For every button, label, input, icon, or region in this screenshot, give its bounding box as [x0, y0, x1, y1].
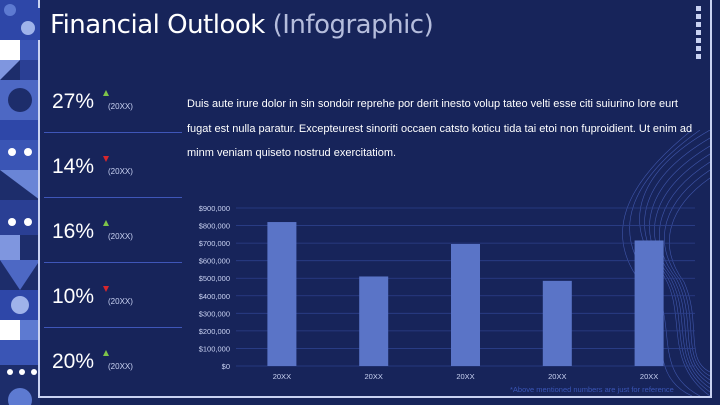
stat-divider: [44, 132, 182, 133]
x-tick-label: 20XX: [456, 372, 474, 381]
trend-up-icon: [103, 350, 109, 356]
bar: [451, 243, 480, 366]
stat-divider: [44, 197, 182, 198]
x-tick-label: 20XX: [640, 372, 658, 381]
stat-value: 16%: [52, 220, 95, 243]
stat-year: (20XX): [108, 167, 133, 176]
frame-line-bottom: [40, 396, 712, 398]
stat-item: 20% (20XX): [52, 350, 172, 380]
stat-value: 10%: [52, 285, 95, 308]
frame-line-top: [38, 0, 40, 8]
bar-chart: $0 $100,000 $200,000 $300,000 $400,000 $500,0…: [199, 204, 695, 381]
decorative-pattern-strip: [0, 0, 40, 405]
y-tick-label: $100,000: [199, 344, 230, 353]
y-tick-label: $900,000: [199, 204, 230, 213]
vertical-dots-icon: [696, 6, 704, 62]
bar: [542, 280, 572, 366]
stat-year: (20XX): [108, 232, 133, 241]
bar: [634, 240, 664, 366]
stat-item: 14% (20XX): [52, 155, 172, 185]
trend-down-icon: [103, 156, 109, 162]
y-tick-label: $500,000: [199, 274, 230, 283]
stat-year: (20XX): [108, 362, 133, 371]
stat-item: 16% (20XX): [52, 220, 172, 250]
stat-item: 27% (20XX): [52, 90, 172, 120]
geometric-pattern-graphic: [0, 0, 40, 405]
trend-down-icon: [103, 286, 109, 292]
page-title: Financial Outlook (Infographic): [50, 10, 434, 40]
frame-line-left: [38, 40, 40, 398]
stat-value: 27%: [52, 90, 95, 113]
description-paragraph: Duis aute irure dolor in sin sondoir rep…: [187, 98, 693, 159]
title-sub: (Infographic): [272, 10, 434, 40]
title-main: Financial Outlook: [50, 10, 265, 40]
trend-up-icon: [103, 220, 109, 226]
stat-divider: [44, 327, 182, 328]
trend-up-icon: [103, 90, 109, 96]
stat-value: 14%: [52, 155, 95, 178]
y-tick-label: $200,000: [199, 327, 230, 336]
y-tick-label: $600,000: [199, 257, 230, 266]
frame-line-right: [710, 0, 712, 398]
y-tick-label: $800,000: [199, 222, 230, 231]
stat-year: (20XX): [108, 297, 133, 306]
stat-year: (20XX): [108, 102, 133, 111]
x-tick-label: 20XX: [273, 372, 291, 381]
y-tick-label: $0: [222, 362, 230, 371]
y-tick-label: $700,000: [199, 239, 230, 248]
x-tick-label: 20XX: [365, 372, 383, 381]
y-tick-label: $400,000: [199, 292, 230, 301]
stat-value: 20%: [52, 350, 95, 373]
x-tick-label: 20XX: [548, 372, 566, 381]
y-tick-label: $300,000: [199, 309, 230, 318]
stat-divider: [44, 262, 182, 263]
bar: [267, 222, 297, 366]
footnote: *Above mentioned numbers are just for re…: [510, 385, 674, 394]
bar: [359, 276, 389, 366]
stat-item: 10% (20XX): [52, 285, 172, 315]
